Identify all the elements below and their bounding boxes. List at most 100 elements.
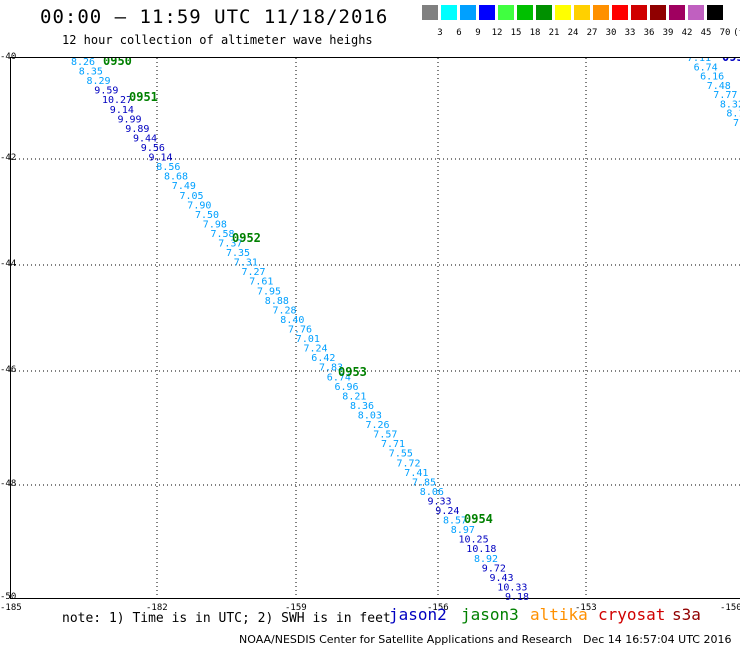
swh-point: 10.33 <box>497 582 527 593</box>
scale-swatch-21 <box>536 5 553 20</box>
map-plot-svg: 8.268.358.299.5910.279.149.999.899.449.5… <box>11 58 740 600</box>
swh-point: 7.83 <box>319 363 343 374</box>
page-title: 00:00 — 11:59 UTC 11/18/2016 <box>40 6 389 28</box>
time-label: 0954 <box>464 512 493 526</box>
scale-label-15: 15 <box>510 28 522 38</box>
swh-point: 7.71 <box>381 439 405 450</box>
scale-swatch-70 <box>707 5 724 20</box>
lat-tick-label: -50 <box>0 592 17 602</box>
swh-point: 9.89 <box>125 124 149 135</box>
scale-label-42: 42 <box>681 28 693 38</box>
swh-point: 7.27 <box>242 267 266 278</box>
swh-point: 7.37 <box>218 239 242 250</box>
swh-point: 9.33 <box>428 497 452 508</box>
swh-point: 9.72 <box>482 563 506 574</box>
time-label: 0950 <box>103 58 132 68</box>
scale-label-6: 6 <box>456 28 462 38</box>
lat-tick-label: -42 <box>0 153 17 163</box>
swh-point: 9.18 <box>505 592 529 600</box>
scale-label-45: 45 <box>700 28 712 38</box>
swh-point: 9.24 <box>435 506 459 517</box>
scale-swatch-3 <box>422 5 439 20</box>
swh-point: 8.88 <box>265 296 289 307</box>
swh-point: 7.57 <box>373 430 397 441</box>
swh-point: 7.48 <box>707 81 731 92</box>
map-plot-area: 8.26 8.35 8.29 9.59 10.27 9.14 9.99 9.89 9.44 9.5… <box>10 57 740 600</box>
scale-label-12: 12 <box>491 28 503 38</box>
scale-label-9: 9 <box>475 28 481 38</box>
swh-point: 7 <box>733 118 739 129</box>
satellite-cryosat: cryosat <box>598 605 666 624</box>
swh-point: 7.26 <box>366 420 390 431</box>
scale-swatch-36 <box>631 5 648 20</box>
swh-point: 6.16 <box>700 72 724 83</box>
swh-point: 8.35 <box>79 67 103 78</box>
swh-point: 10.18 <box>466 544 496 555</box>
footer-note: note: 1) Time is in UTC; 2) SWH is in fe… <box>62 611 391 626</box>
scale-swatch-24 <box>555 5 572 20</box>
swh-point: 8.97 <box>451 525 475 536</box>
scale-swatch-42 <box>669 5 686 20</box>
swh-point: 9.56 <box>141 143 165 154</box>
scale-label-36: 36 <box>643 28 655 38</box>
scale-unit-label: (ft) <box>733 28 740 38</box>
lat-tick-label: -44 <box>0 259 17 269</box>
scale-label-30: 30 <box>605 28 617 38</box>
swh-point: 8.36 <box>350 401 374 412</box>
time-label: 0953 <box>338 365 367 379</box>
swh-point: 8.40 <box>280 315 304 326</box>
swh-point: 6.42 <box>311 353 335 364</box>
swh-point: 7.11 <box>687 58 711 64</box>
lon-tick-label: -159 <box>285 603 307 613</box>
lat-tick-label: -40 <box>0 52 17 62</box>
swh-point: 6.74 <box>694 62 718 73</box>
swh-point: 7.35 <box>226 248 250 259</box>
swh-point: 8.57 <box>443 516 467 527</box>
swh-point: 6.96 <box>335 382 359 393</box>
swh-point: 8.29 <box>87 76 111 87</box>
lon-tick-label: -156 <box>427 603 449 613</box>
swh-point: 7.24 <box>304 344 328 355</box>
swh-point: 7.90 <box>187 200 211 211</box>
scale-swatch-6 <box>441 5 458 20</box>
swh-point: 7.05 <box>180 191 204 202</box>
swh-point: 7.55 <box>389 449 413 460</box>
scale-swatch-33 <box>612 5 629 20</box>
scale-swatch-30 <box>593 5 610 20</box>
satellite-s3a: s3a <box>672 605 701 624</box>
scale-label-70: 70 <box>719 28 731 38</box>
satellite-jason3: jason3 <box>461 605 519 624</box>
swh-point: 10.27 <box>102 95 132 106</box>
swh-point: 9.14 <box>110 105 134 116</box>
credit-line: NOAA/NESDIS Center for Satellite Applica… <box>239 633 573 646</box>
swh-point: 7.61 <box>249 277 273 288</box>
scale-label-3: 3 <box>437 28 443 38</box>
generated-timestamp: Dec 14 16:57:04 UTC 2016 <box>583 633 732 646</box>
scale-label-33: 33 <box>624 28 636 38</box>
scale-swatch-12 <box>479 5 496 20</box>
satellite-jason2: jason2 <box>389 605 447 624</box>
swh-point: 8.26 <box>71 58 95 68</box>
lon-tick-label: -185 <box>0 603 22 613</box>
swh-point: 7.49 <box>172 181 196 192</box>
scale-label-27: 27 <box>586 28 598 38</box>
scale-label-21: 21 <box>548 28 560 38</box>
swh-point: 9.43 <box>490 573 514 584</box>
swh-point: 7.31 <box>234 258 258 269</box>
swh-point: 8.68 <box>164 172 188 183</box>
swh-point: 8.1 <box>726 109 740 120</box>
lon-tick-label: -150 <box>720 603 740 613</box>
swh-point: 7.76 <box>288 325 312 336</box>
swh-point: 7.95 <box>257 286 281 297</box>
swh-point: 7.85 <box>412 477 436 488</box>
swh-point: 6.74 <box>327 372 351 383</box>
swh-point: 8.06 <box>420 487 444 498</box>
scale-swatch-45 <box>688 5 705 20</box>
swh-point: 7.98 <box>203 219 227 230</box>
swh-point: 9.59 <box>94 86 118 97</box>
lon-tick-label: -182 <box>146 603 168 613</box>
time-label: 0952 <box>232 231 261 245</box>
scale-swatch-15 <box>498 5 515 20</box>
swh-point: 10.25 <box>459 535 489 546</box>
